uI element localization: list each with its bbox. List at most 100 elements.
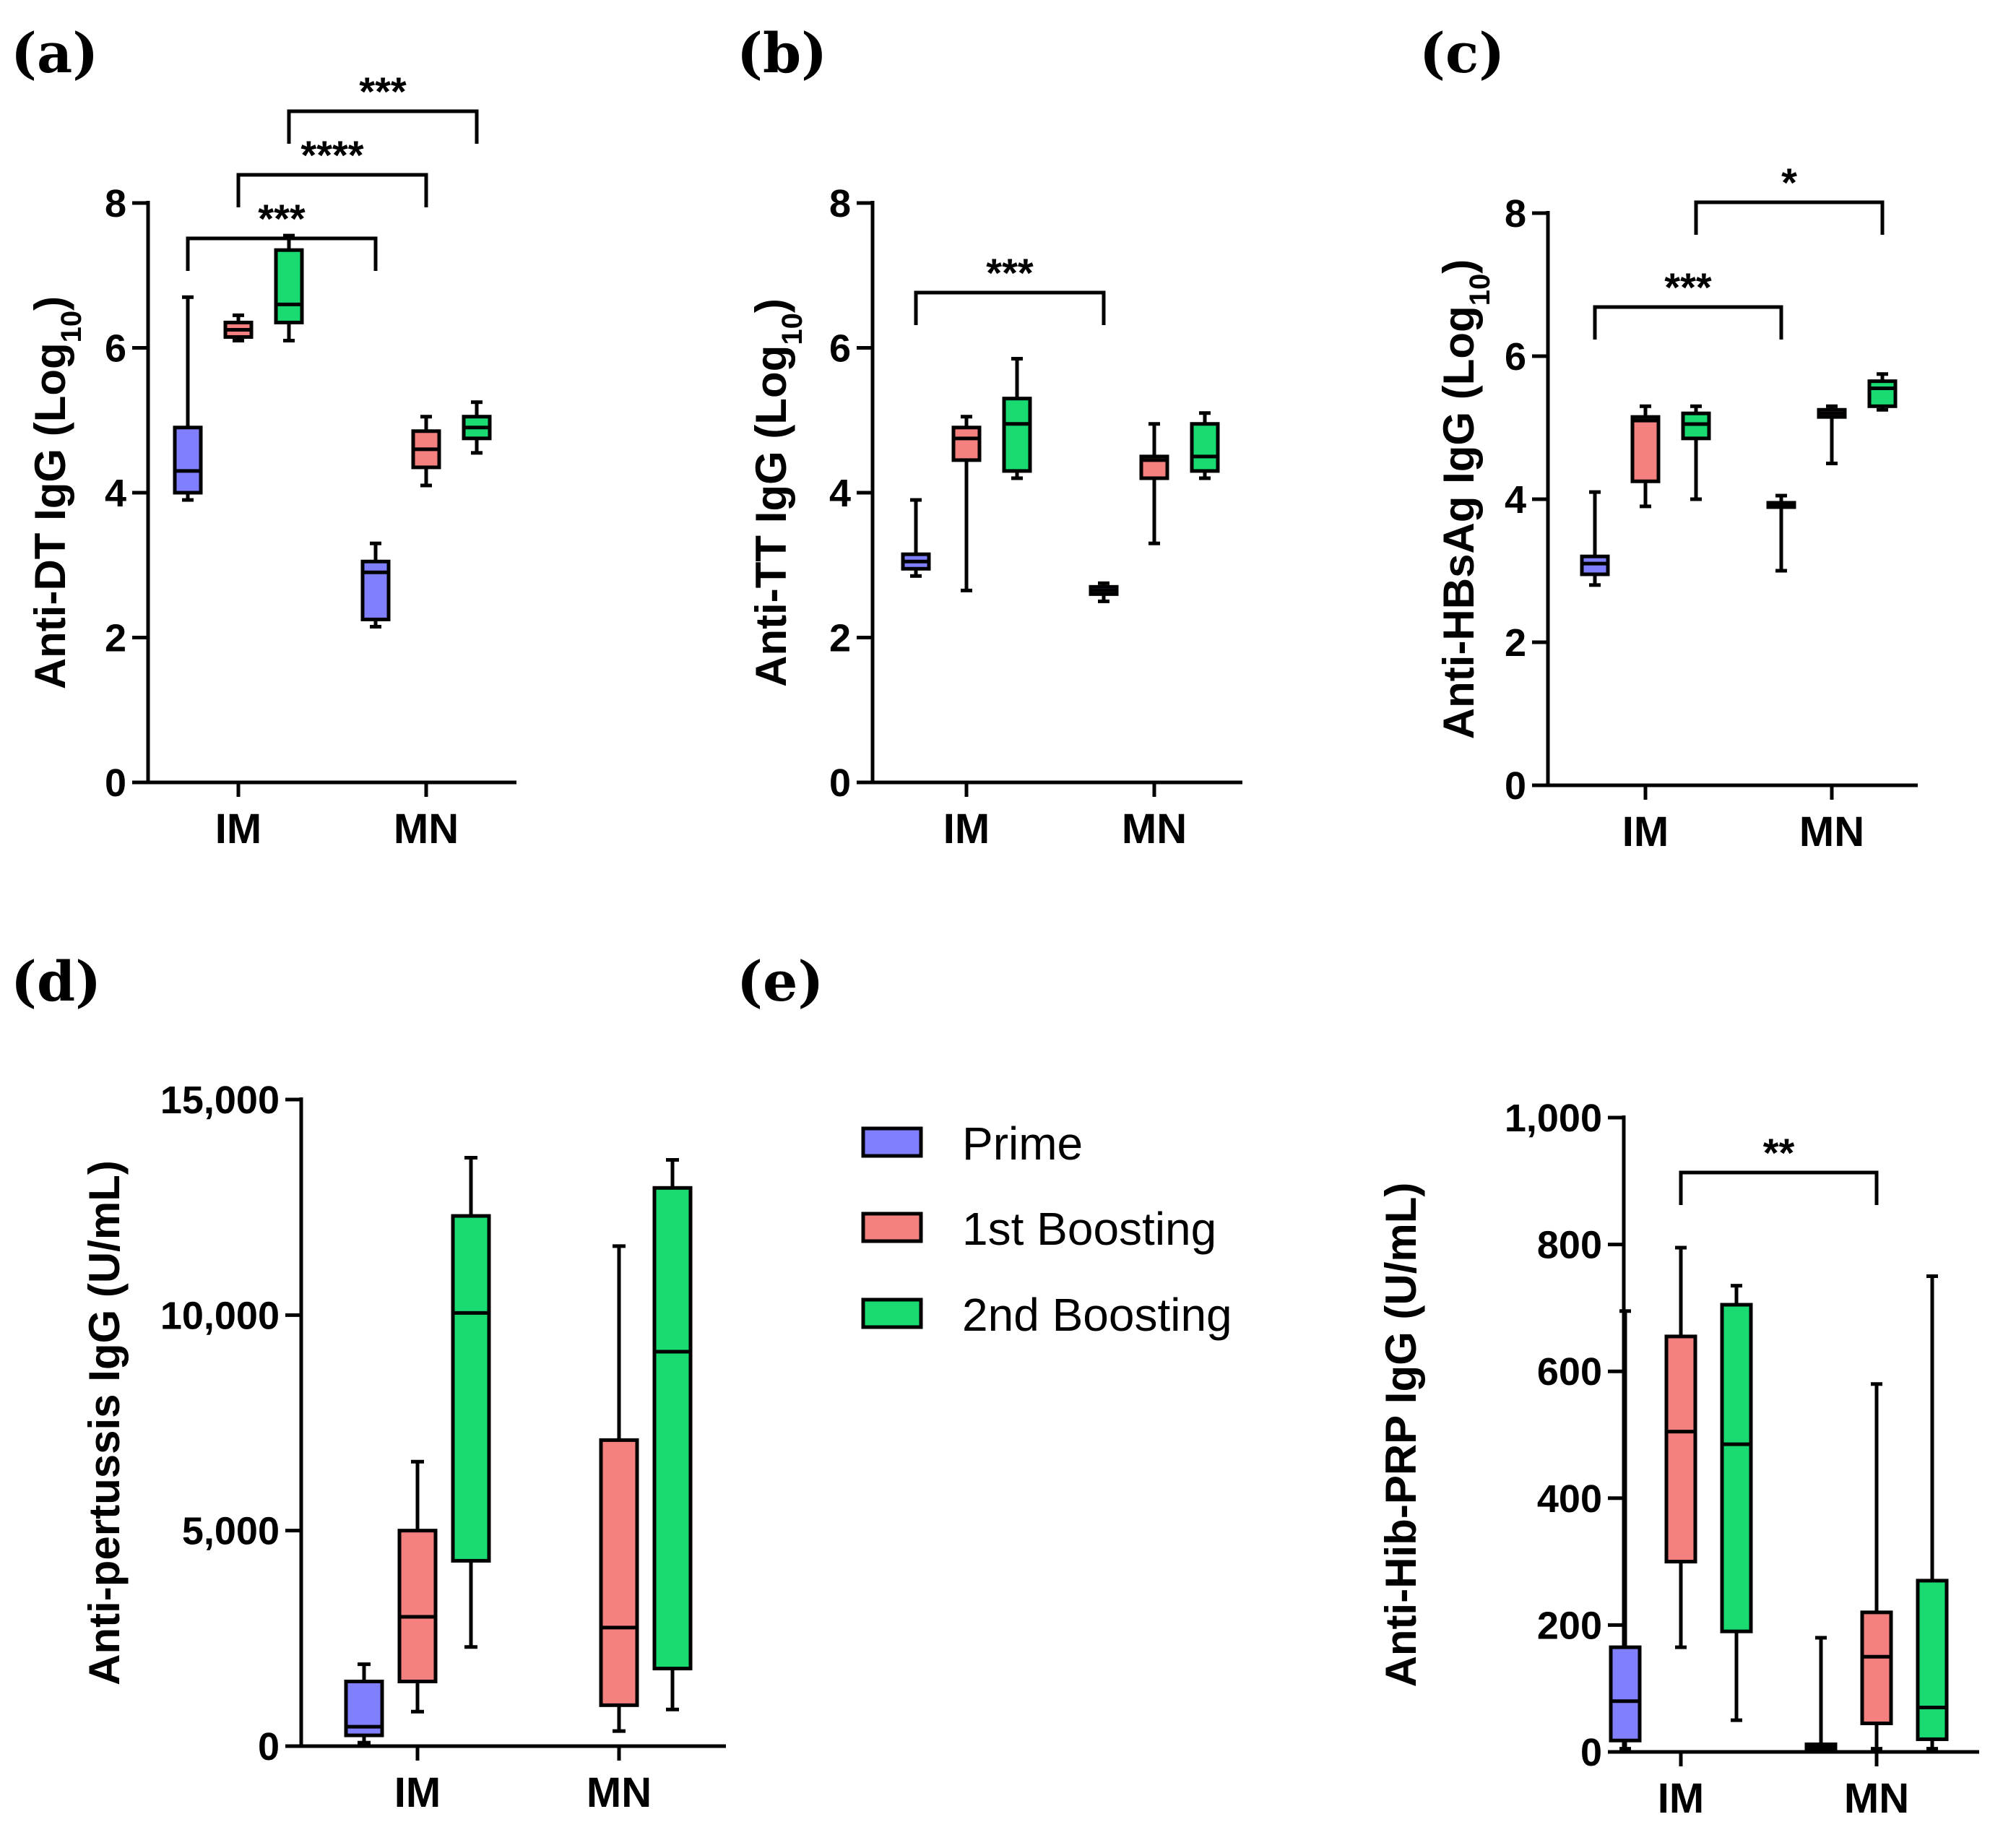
significance-line: [1679, 1170, 1879, 1205]
panel-b-ytick-label: 0: [829, 761, 851, 805]
significance-label: ***: [986, 250, 1034, 295]
chart-panel-e: 0 200 400 600 800 1,000 IM MN Anti-Hib-PRP IgG (…: [1377, 1097, 1979, 1822]
panel-b-box-2nd-boosting-im: [1002, 357, 1032, 480]
box-iqr: [1860, 1610, 1893, 1725]
panel-a-ytick-label: 6: [105, 327, 126, 371]
panel-e-category-label: MN: [1844, 1775, 1909, 1822]
panel-e-y-axis-title: Anti-Hib-PRP IgG (U/mL): [1377, 1183, 1425, 1688]
significance-label: ***: [359, 69, 407, 114]
panel-c-y-axis-title: Anti-HBsAg IgG (Log10): [1435, 259, 1496, 739]
panel-c-ytick-label: 0: [1505, 764, 1526, 808]
panel-c-box-1st-boosting-im: [1630, 404, 1661, 509]
legend-label-prime: Prime: [962, 1118, 1083, 1170]
panel-e-category-label: IM: [1658, 1775, 1704, 1822]
box-iqr: [173, 426, 203, 495]
box-iqr: [1720, 1303, 1753, 1633]
panel-b-ytick-label: 2: [829, 617, 851, 660]
panel-a-box-1st-boosting-mn: [411, 415, 441, 488]
panel-b-box-1st-boosting-im: [951, 415, 982, 592]
panel-c-category-label: IM: [1622, 808, 1669, 855]
panel-a-category-label: MN: [394, 806, 459, 852]
panel-d-y-axis-title: Anti-pertussis IgG (U/mL): [80, 1160, 129, 1685]
panel-a-y-axis-title-end: ): [26, 296, 74, 311]
panel-c-y-axis-title-sub: 10: [1464, 274, 1496, 306]
panel-b-ytick-label: 6: [829, 327, 851, 371]
panel-label-a: (a): [11, 21, 98, 85]
panel-e-ytick-label: 800: [1537, 1224, 1602, 1267]
panel-a-category-label: IM: [215, 806, 261, 852]
panel-c-ytick-label: 4: [1505, 478, 1526, 522]
box-iqr: [360, 559, 391, 621]
panel-a-y-axis-title-main: Anti-DT IgG (Log: [26, 342, 74, 689]
panel-c-category-label: MN: [1799, 808, 1864, 855]
panel-e-significance-bracket: **: [1679, 1130, 1879, 1205]
panel-a-box-1st-boosting-im: [223, 313, 254, 342]
panel-label-d: (d): [11, 949, 101, 1014]
legend-label-2nd-boosting: 2nd Boosting: [962, 1289, 1232, 1341]
panel-a-y-axis-title: Anti-DT IgG (Log10): [26, 296, 87, 689]
legend-swatch-prime: [861, 1126, 923, 1158]
panel-e-box-2nd-boosting-mn: [1916, 1274, 1949, 1751]
panel-d-category-label: MN: [587, 1769, 652, 1816]
panel-c-y-axis-title-end: ): [1435, 259, 1483, 274]
panel-a-ytick-label: 0: [105, 761, 126, 805]
panel-b-y-axis-title-main: Anti-TT IgG (Log: [747, 345, 795, 687]
panel-b-ytick-label: 8: [829, 182, 851, 225]
panel-a-ytick-label: 4: [105, 472, 126, 515]
significance-line: [1593, 305, 1783, 340]
significance-label: ***: [258, 196, 306, 241]
panel-d-ytick-label: 5,000: [182, 1510, 280, 1553]
panel-b-category-label: IM: [943, 806, 990, 852]
panel-d-box-2nd-boosting-im: [451, 1156, 491, 1649]
panel-a-ytick-label: 2: [105, 617, 126, 660]
legend-swatch-2nd-boosting: [861, 1298, 923, 1329]
panel-e-y-axis-title-main: Anti-Hib-PRP IgG (U/mL): [1377, 1183, 1425, 1688]
panel-e-ytick-label: 0: [1580, 1731, 1602, 1774]
box-iqr: [397, 1529, 438, 1684]
panel-a-ytick-label: 8: [105, 182, 126, 225]
chart-panel-d: 0 5,000 10,000 15,000 IM MN Anti-pertussis IgG…: [80, 1079, 726, 1816]
panel-a-box-2nd-boosting-im: [274, 233, 304, 342]
box-iqr: [1002, 397, 1032, 473]
panel-d-box-prime-im: [344, 1662, 384, 1745]
significance-line: [287, 109, 479, 144]
panel-e-box-prime-mn: [1804, 1636, 1838, 1754]
box-iqr: [274, 248, 304, 324]
panel-b-significance-bracket: ***: [914, 250, 1106, 325]
significance-line: [914, 290, 1106, 325]
panel-b-ytick-label: 4: [829, 472, 851, 515]
box-iqr: [1190, 422, 1220, 473]
panel-c-significance-bracket: ***: [1593, 264, 1783, 340]
panel-c-ytick-label: 8: [1505, 192, 1526, 236]
panel-e-ytick-label: 200: [1537, 1604, 1602, 1647]
box-iqr: [1630, 415, 1661, 483]
panel-e-box-prime-im: [1609, 1309, 1642, 1751]
panel-a-box-prime-im: [173, 295, 203, 502]
panel-e-ytick-label: 400: [1537, 1477, 1602, 1521]
significance-line: [236, 173, 428, 207]
panel-b-box-1st-boosting-mn: [1139, 422, 1169, 545]
significance-line: [1694, 200, 1885, 235]
panel-e-ytick-label: 600: [1537, 1350, 1602, 1394]
panel-a-significance-bracket: ****: [236, 132, 428, 207]
box-iqr: [1867, 379, 1898, 408]
box-iqr: [1916, 1579, 1949, 1741]
box-iqr: [951, 426, 982, 462]
panel-a-box-prime-mn: [360, 541, 391, 629]
panel-e-box-1st-boosting-im: [1664, 1245, 1697, 1649]
significance-line: [186, 236, 378, 271]
panel-d-box-1st-boosting-im: [397, 1459, 438, 1714]
box-iqr: [451, 1214, 491, 1563]
panel-c-box-2nd-boosting-mn: [1867, 372, 1898, 412]
panel-c-y-axis-title-main: Anti-HBsAg IgG (Log: [1435, 306, 1483, 739]
box-iqr: [652, 1186, 693, 1671]
panel-b-y-axis-title: Anti-TT IgG (Log10): [747, 298, 808, 687]
panel-c-box-prime-mn: [1766, 493, 1796, 573]
panel-d-category-label: IM: [394, 1769, 441, 1816]
panel-label-b: (b): [737, 21, 827, 85]
panel-b-category-label: MN: [1122, 806, 1187, 852]
panel-a-box-2nd-boosting-mn: [462, 400, 492, 455]
panel-d-ytick-label: 0: [258, 1725, 280, 1769]
